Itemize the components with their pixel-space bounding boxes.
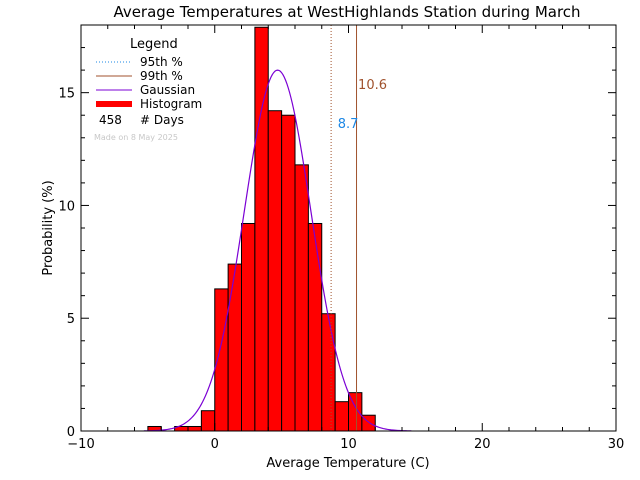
histogram-bar [267, 110, 283, 432]
x-tick-label: 10 [340, 437, 357, 452]
legend-count-label: # Days [140, 113, 184, 127]
legend-title: Legend [130, 37, 178, 52]
x-tick-label: 30 [608, 437, 625, 452]
x-axis-label: Average Temperature (C) [266, 456, 429, 471]
footnote: Made on 8 May 2025 [94, 133, 178, 142]
x-tick-label: −10 [67, 437, 94, 452]
p95-label: 8.7 [338, 117, 359, 132]
legend-gaussian-label: Gaussian [140, 83, 195, 97]
histogram-bar [294, 164, 309, 432]
x-axis-ticks: −10 0 10 20 30 [67, 25, 624, 452]
histogram-bar [334, 401, 349, 432]
y-tick-label: 15 [58, 87, 75, 102]
y-tick-label: 10 [58, 199, 75, 214]
y-tick-label: 5 [67, 312, 75, 327]
legend-p99-label: 99th % [140, 69, 183, 83]
histogram-bar [200, 410, 216, 432]
x-tick-label: 0 [211, 437, 219, 452]
legend-histogram-label: Histogram [140, 97, 202, 111]
histogram-bar [307, 222, 323, 432]
histogram-bar [254, 26, 269, 432]
legend-p95-label: 95th % [140, 55, 183, 69]
legend-count-value: 458 [99, 113, 122, 127]
legend: Legend 95th % 99th % Gaussian Histogram … [94, 37, 202, 142]
chart-title: Average Temperatures at WestHighlands St… [113, 3, 580, 21]
histogram-bar [321, 313, 336, 432]
y-axis-ticks: 0 5 10 15 [58, 47, 616, 440]
histogram-bar [241, 222, 256, 432]
histogram-bar [187, 425, 202, 432]
histogram-bar [227, 263, 242, 432]
gaussian-curve [143, 69, 412, 432]
p99-label: 10.6 [358, 78, 387, 93]
y-axis-label: Probability (%) [41, 180, 56, 275]
x-tick-label: 20 [474, 437, 491, 452]
y-tick-label: 0 [67, 425, 75, 440]
histogram-bar [281, 114, 296, 432]
